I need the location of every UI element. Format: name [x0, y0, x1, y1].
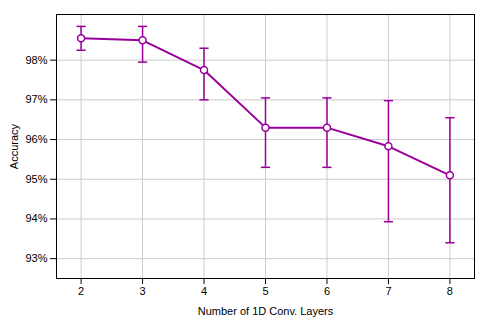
svg-text:93%: 93% [25, 252, 47, 264]
svg-text:94%: 94% [25, 212, 47, 224]
svg-text:95%: 95% [25, 173, 47, 185]
svg-text:3: 3 [139, 285, 145, 297]
svg-text:4: 4 [201, 285, 207, 297]
svg-text:96%: 96% [25, 133, 47, 145]
svg-text:Number of 1D Conv. Layers: Number of 1D Conv. Layers [198, 305, 334, 317]
svg-text:98%: 98% [25, 54, 47, 66]
svg-text:5: 5 [262, 285, 268, 297]
svg-text:7: 7 [385, 285, 391, 297]
svg-text:97%: 97% [25, 93, 47, 105]
svg-text:8: 8 [447, 285, 453, 297]
svg-text:Accuracy: Accuracy [8, 123, 20, 169]
svg-text:6: 6 [324, 285, 330, 297]
svg-text:2: 2 [78, 285, 84, 297]
